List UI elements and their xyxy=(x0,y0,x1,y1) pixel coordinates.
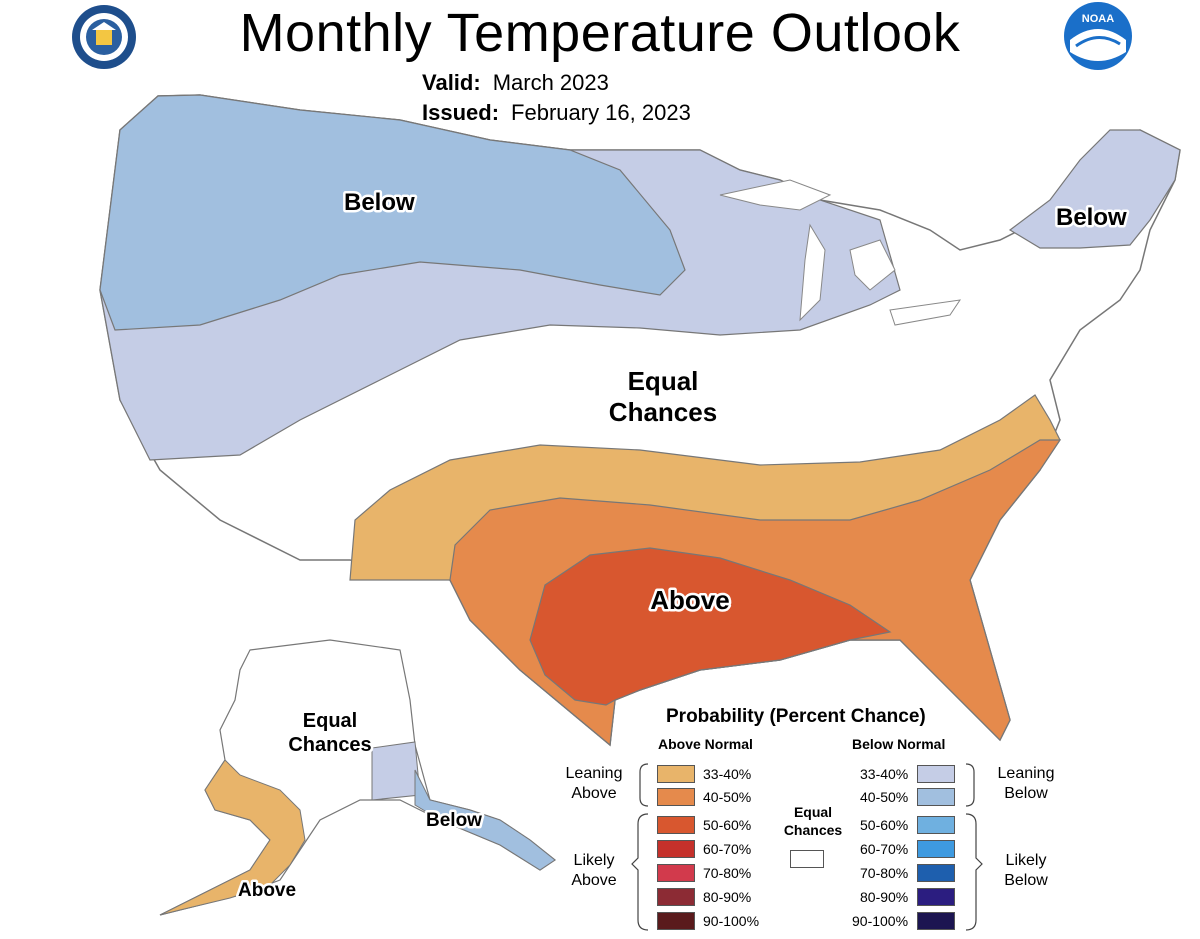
legend-equal-label-2: Chances xyxy=(783,822,843,838)
swatch-above-50-60 xyxy=(657,816,695,834)
legend-below-range-4: 60-70% xyxy=(860,841,909,857)
label-equal-line1: Equal xyxy=(628,366,699,396)
label-above: Above xyxy=(650,585,729,615)
leaning-above-line1: Leaning xyxy=(565,765,623,782)
swatch-below-50-60 xyxy=(917,816,955,834)
great-lakes xyxy=(719,179,962,326)
issued-value: February 16, 2023 xyxy=(511,100,691,125)
commerce-seal-icon xyxy=(72,5,136,69)
leaning-below-line2: Below xyxy=(1004,785,1048,802)
label-ak-below: Below xyxy=(426,810,482,831)
legend-leaning-above: Leaning Above xyxy=(556,764,632,804)
likely-above-line2: Above xyxy=(571,872,617,889)
legend-equal-label-1: Equal xyxy=(793,804,833,820)
swatch-below-80-90 xyxy=(917,888,955,906)
legend-above-range-1: 33-40% xyxy=(703,766,752,782)
label-ak-equal-line1: Equal xyxy=(303,710,357,732)
legend-above-range-4: 60-70% xyxy=(703,841,752,857)
swatch-above-33-40 xyxy=(657,765,695,783)
swatch-below-90-100 xyxy=(917,912,955,930)
label-ak-above: Above xyxy=(238,880,296,901)
svg-text:NOAA: NOAA xyxy=(1082,13,1114,25)
label-equal-line2: Chances xyxy=(609,397,717,427)
alaska-above-leaning xyxy=(159,759,306,916)
swatch-below-40-50 xyxy=(917,788,955,806)
legend-likely-below: Likely Below xyxy=(986,851,1066,891)
valid-value: March 2023 xyxy=(492,70,609,95)
legend-likely-above: Likely Above xyxy=(556,851,632,891)
region-below-40-50-west xyxy=(99,94,686,331)
label-below-nw: Below xyxy=(344,189,415,216)
swatch-above-80-90 xyxy=(657,888,695,906)
swatch-equal xyxy=(790,850,824,868)
legend-below-range-2: 40-50% xyxy=(860,789,909,805)
legend-above-range-6: 80-90% xyxy=(703,889,752,905)
likely-below-line1: Likely xyxy=(1005,852,1047,869)
alaska-below-40-50 xyxy=(414,769,556,871)
swatch-below-70-80 xyxy=(917,864,955,882)
swatch-above-40-50 xyxy=(657,788,695,806)
legend-above-range-7: 90-100% xyxy=(703,913,760,929)
likely-below-line2: Below xyxy=(1004,872,1048,889)
leaning-below-line1: Leaning xyxy=(997,765,1055,782)
valid-label: Valid: xyxy=(422,70,481,95)
noaa-logo-icon: NOAA xyxy=(1064,2,1132,70)
region-below-leaning-ne xyxy=(1008,129,1181,249)
legend-below-range-3: 50-60% xyxy=(860,817,909,833)
issued-line: Issued: February 16, 2023 xyxy=(422,100,691,126)
likely-above-line1: Likely xyxy=(573,852,615,869)
legend-leaning-below: Leaning Below xyxy=(986,764,1066,804)
swatch-below-33-40 xyxy=(917,765,955,783)
leaning-above-line2: Above xyxy=(571,785,617,802)
label-ak-equal-line2: Chances xyxy=(288,734,371,756)
legend-below-header: Below Normal xyxy=(852,736,946,752)
page-title: Monthly Temperature Outlook xyxy=(239,3,961,63)
legend-above-header: Above Normal xyxy=(658,736,753,752)
swatch-above-70-80 xyxy=(657,864,695,882)
legend-below-range-7: 90-100% xyxy=(852,913,909,929)
valid-line: Valid: March 2023 xyxy=(422,70,609,96)
legend-above-range-5: 70-80% xyxy=(703,865,752,881)
swatch-above-60-70 xyxy=(657,840,695,858)
legend-below-range-1: 33-40% xyxy=(860,766,909,782)
swatch-below-60-70 xyxy=(917,840,955,858)
legend-title: Probability (Percent Chance) xyxy=(666,706,926,727)
legend-below-range-5: 70-80% xyxy=(860,865,909,881)
legend-above-range-2: 40-50% xyxy=(703,789,752,805)
legend-below-range-6: 80-90% xyxy=(860,889,909,905)
legend-above-range-3: 50-60% xyxy=(703,817,752,833)
issued-label: Issued: xyxy=(422,100,500,125)
swatch-above-90-100 xyxy=(657,912,695,930)
label-below-ne: Below xyxy=(1056,204,1127,231)
region-above-50-60 xyxy=(529,547,892,706)
